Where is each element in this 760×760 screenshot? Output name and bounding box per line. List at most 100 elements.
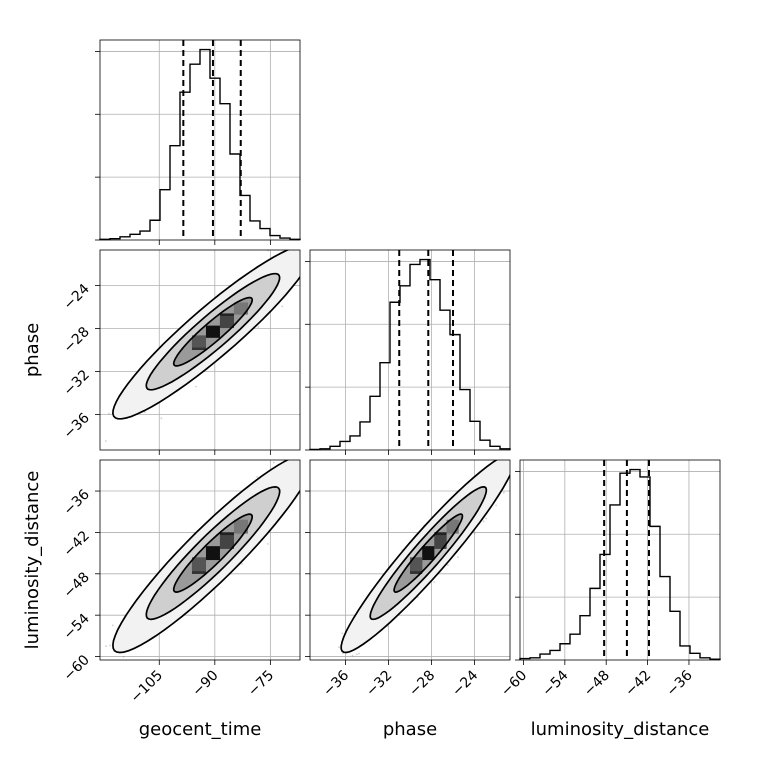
sample-point: [341, 632, 344, 635]
sample-point: [333, 414, 335, 416]
sample-point: [241, 563, 244, 565]
x-tick-label: −105: [128, 668, 167, 707]
sample-point: [107, 412, 110, 415]
sample-point: [305, 264, 307, 266]
x-tick-label: −60: [498, 668, 530, 700]
density-layer: [105, 414, 335, 668]
sample-point: [485, 517, 487, 520]
density-cell: [434, 535, 447, 549]
panel-frame: [309, 459, 511, 661]
sample-point: [323, 681, 325, 683]
panel-hist-geocent-time: [95, 39, 301, 245]
x-tick-label: −24: [449, 667, 481, 699]
sample-point: [256, 476, 258, 478]
sample-point: [358, 652, 360, 655]
xlabel-phase: phase: [383, 719, 437, 740]
y-tick-label: −60: [61, 652, 93, 684]
sample-point: [144, 411, 146, 413]
contour-3: [112, 460, 300, 654]
sample-point: [113, 666, 115, 668]
density-layer: [323, 453, 518, 683]
sample-point: [281, 305, 284, 308]
density-cell: [409, 557, 423, 572]
histogram-phase: [309, 258, 511, 451]
sample-point: [516, 453, 518, 455]
panel-frame: [99, 249, 301, 451]
x-tick-label: −48: [581, 668, 613, 700]
density-cell: [205, 546, 220, 561]
density-cell: [205, 325, 220, 338]
ylabel-phase: phase: [22, 323, 43, 377]
panel-frame: [99, 39, 301, 241]
histogram-geocent-time: [99, 48, 301, 241]
density-cell: [191, 335, 206, 348]
y-tick-label: −24: [61, 281, 93, 313]
sample-point: [356, 653, 358, 656]
sample-point: [447, 564, 449, 567]
xlabel-geocent-time: geocent_time: [139, 719, 262, 740]
density-cell: [422, 546, 435, 561]
contour-2: [145, 486, 281, 621]
contour-2: [145, 272, 281, 391]
x-tick-label: −54: [539, 667, 571, 699]
x-tick-label: −28: [406, 668, 438, 700]
sample-point: [272, 461, 275, 464]
sample-point: [122, 655, 125, 658]
density-layer: [104, 240, 321, 442]
sample-point: [319, 240, 321, 242]
y-tick-label: −42: [61, 528, 93, 560]
sample-point: [109, 644, 112, 647]
sample-point: [257, 326, 260, 328]
x-tick-label: −36: [664, 667, 696, 699]
sample-point: [308, 465, 310, 467]
sample-point: [312, 251, 314, 253]
panel-frame: [519, 459, 721, 661]
sample-point: [513, 454, 515, 456]
sample-point: [330, 667, 332, 669]
x-tick-label: −36: [320, 667, 352, 699]
sample-point: [457, 556, 459, 559]
sample-point: [105, 645, 107, 647]
sample-point: [305, 268, 307, 270]
y-tick-label: −28: [61, 324, 93, 356]
sample-point: [267, 543, 269, 545]
sample-point: [351, 654, 354, 657]
sample-point: [473, 532, 476, 535]
xlabel-luminosity-distance: luminosity_distance: [531, 719, 710, 740]
y-tick-label: −36: [61, 486, 93, 518]
contour-1: [172, 296, 254, 367]
sample-point: [313, 457, 315, 459]
contour-3: [340, 460, 510, 654]
contour-1: [172, 513, 254, 593]
y-tick-label: −54: [61, 611, 93, 643]
sample-point: [111, 666, 113, 668]
density-cell: [191, 557, 206, 572]
panel-hist-phase: [305, 249, 511, 455]
contour-2: [369, 486, 488, 621]
sample-point: [160, 417, 163, 420]
panel-hist-luminosity-distance: [515, 459, 721, 665]
x-tick-label: −42: [622, 668, 654, 700]
x-tick-label: −32: [363, 668, 395, 700]
sample-point: [482, 520, 485, 523]
sample-point: [305, 460, 307, 462]
histogram-luminosity-distance: [519, 468, 721, 660]
x-tick-label: −75: [245, 668, 277, 700]
panel-frame: [309, 249, 511, 451]
density-cell: [219, 535, 234, 549]
sample-point: [195, 385, 198, 388]
sample-point: [433, 581, 436, 583]
sample-point: [111, 624, 114, 627]
sample-point: [495, 504, 497, 507]
density-cell: [233, 302, 248, 315]
density-cell: [233, 519, 248, 534]
density-cell: [219, 315, 234, 329]
panel-2d-phase-luminosity-distance: [305, 453, 518, 683]
x-tick-label: −90: [189, 668, 221, 700]
sample-point: [104, 440, 107, 442]
panel-2d-geocent-time-luminosity-distance: [95, 414, 335, 668]
sample-point: [503, 491, 505, 494]
contour-1: [393, 513, 464, 593]
sample-point: [338, 646, 340, 649]
